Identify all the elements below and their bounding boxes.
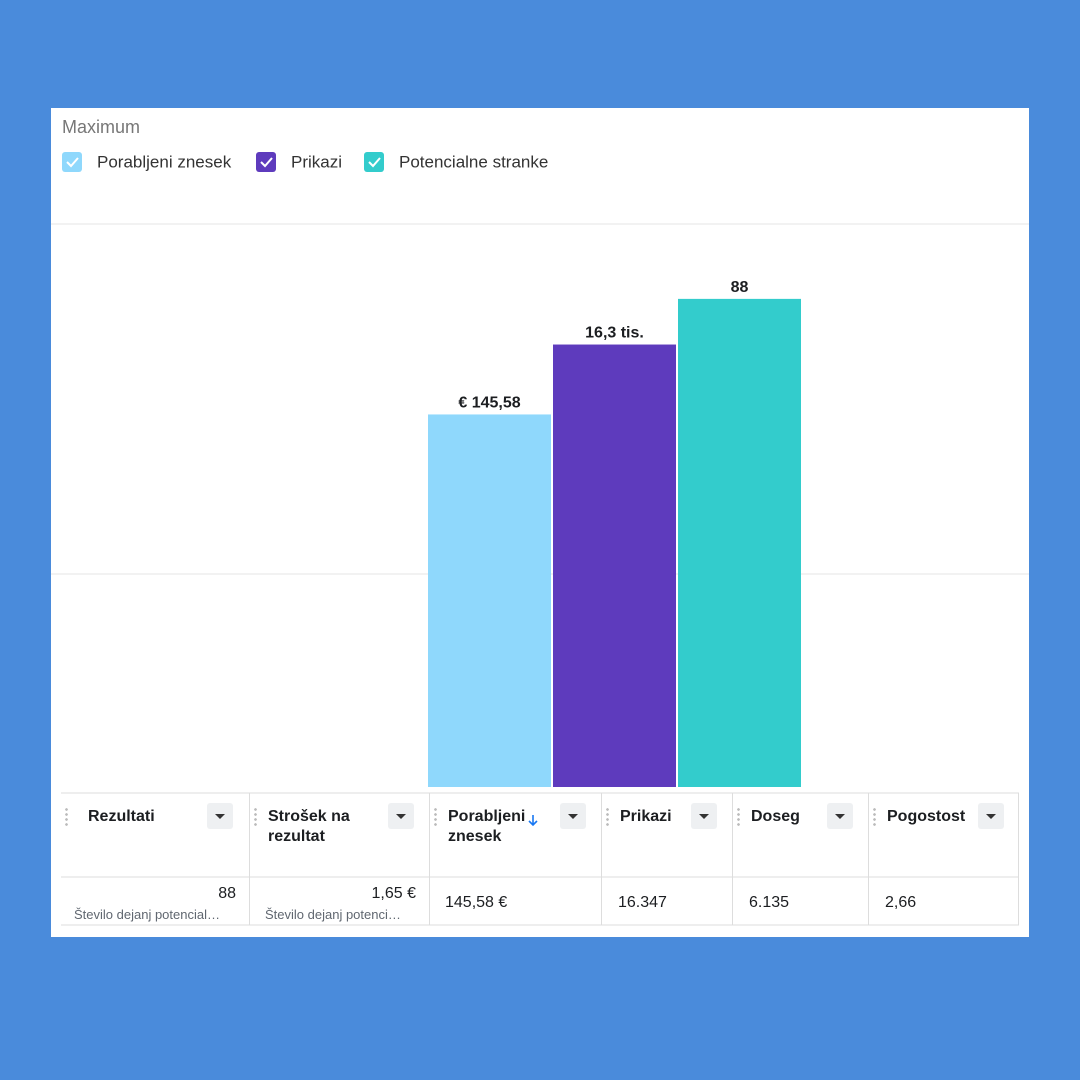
cell-value: 145,58 € [445, 894, 508, 911]
column-menu-button[interactable] [388, 803, 414, 829]
cell-value: 88 [218, 885, 236, 902]
column-header: Porabljeni znesek [448, 808, 526, 845]
bar [428, 414, 551, 787]
column-menu-button[interactable] [560, 803, 586, 829]
legend-label: Prikazi [291, 152, 342, 171]
column-menu-button[interactable] [207, 803, 233, 829]
drag-handle [606, 807, 609, 827]
bar [553, 344, 676, 787]
column-header: Doseg [751, 808, 800, 825]
cell-caption: Število dejanj potencial… [74, 907, 220, 922]
table-column: Doseg 6.135 [732, 793, 868, 925]
drag-handle [873, 807, 876, 827]
drag-handle [254, 807, 257, 827]
bar-value-label: 16,3 tis. [585, 325, 644, 342]
table-column: Pogostost 2,66 [868, 793, 1019, 925]
bar [678, 298, 801, 787]
column-menu-button[interactable] [827, 803, 853, 829]
check-mark [368, 157, 381, 168]
drag-handle [737, 807, 740, 827]
column-menu-button[interactable] [691, 803, 717, 829]
check-mark [66, 157, 79, 168]
table-column: Prikazi 16.347 [601, 793, 732, 925]
column-header: Rezultati [88, 808, 155, 825]
legend-checkbox[interactable] [256, 152, 276, 172]
legend-checkbox[interactable] [364, 152, 384, 172]
bar-value-label: 88 [731, 279, 749, 296]
cell-value: 6.135 [749, 894, 790, 911]
cell-value: 16.347 [618, 894, 667, 911]
column-header: Pogostost [887, 808, 966, 825]
table-column: Porabljeni znesek 145,58 € [429, 793, 601, 925]
table-column: Strošek na rezultat 1,65 € Število dejanj … [249, 793, 429, 925]
column-header: Prikazi [620, 808, 672, 825]
drag-handle [434, 807, 437, 827]
legend-label: Potencialne stranke [399, 152, 548, 171]
table-column: Rezultati 88 Število dejanj potencial… [61, 793, 249, 925]
cell-value: 2,66 [885, 894, 917, 911]
bar-value-label: € 145,58 [458, 395, 520, 412]
cell-caption: Število dejanj potenci… [265, 907, 401, 922]
legend-checkbox[interactable] [62, 152, 82, 172]
panel-title: Maximum [62, 117, 140, 137]
drag-handle [65, 807, 68, 827]
column-header: Strošek na rezultat [268, 808, 350, 845]
sort-icon [528, 815, 538, 827]
column-menu-button[interactable] [978, 803, 1004, 829]
legend-label: Porabljeni znesek [97, 152, 232, 171]
check-mark [260, 157, 273, 168]
cell-value: 1,65 € [371, 885, 416, 902]
